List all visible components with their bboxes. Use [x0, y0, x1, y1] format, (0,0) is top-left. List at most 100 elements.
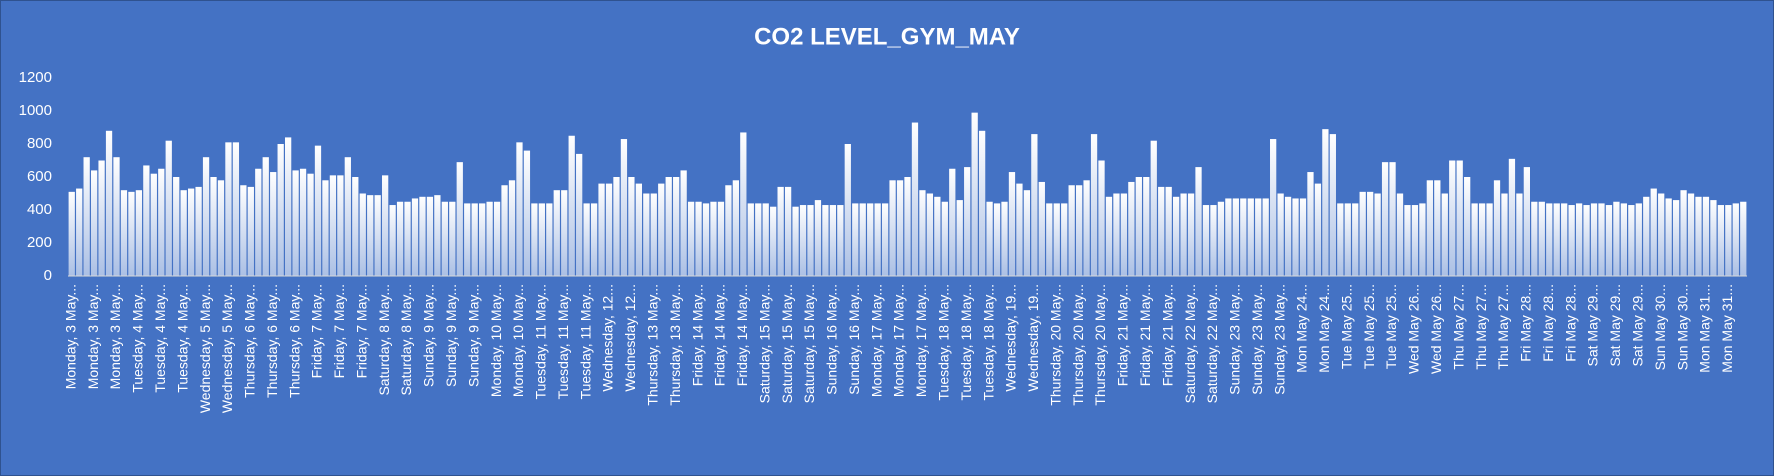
bar [1695, 196, 1702, 276]
bar [337, 175, 344, 276]
bar [1501, 193, 1508, 276]
bar [725, 185, 732, 276]
x-tick-label: Monday, 17 May... [891, 284, 907, 397]
x-tick-label: Fri May 28... [1540, 284, 1556, 362]
bar [829, 205, 837, 276]
bar [1456, 160, 1463, 276]
x-tick-label: Sat May 29... [1630, 284, 1646, 366]
bar [143, 165, 150, 276]
bar [441, 201, 448, 276]
bar [1628, 205, 1635, 276]
bar [367, 195, 374, 276]
bar [1113, 193, 1120, 276]
bar [382, 175, 389, 276]
bar [822, 205, 829, 276]
bar [98, 160, 105, 276]
bar [784, 186, 792, 276]
x-tick-label: Saturday, 15 May... [801, 284, 817, 403]
x-tick-label: Monday, 17 May... [868, 284, 884, 397]
y-tick-label: 0 [44, 267, 52, 284]
x-tick-label: Monday, 17 May... [913, 284, 929, 397]
x-tick-label: Sunday, 23 May... [1249, 284, 1265, 395]
bar [105, 130, 113, 276]
bar [299, 168, 307, 276]
bar [292, 170, 299, 276]
bar [202, 157, 210, 276]
bar [1732, 203, 1739, 276]
bar [635, 183, 642, 276]
bar [1672, 200, 1680, 276]
bar [1396, 193, 1404, 276]
bar [225, 142, 232, 276]
bar [277, 144, 284, 276]
bar [934, 196, 941, 276]
bar [1538, 201, 1545, 276]
bar [217, 180, 225, 276]
bar [1284, 196, 1292, 276]
x-tick-label: Tue May 25... [1338, 284, 1354, 369]
x-tick-label: Wednesday, 19... [1003, 284, 1019, 392]
bar [262, 157, 269, 276]
x-tick-label: Sun May 30... [1652, 284, 1668, 370]
bar [613, 177, 620, 276]
bar [1471, 203, 1478, 276]
bar [1374, 193, 1381, 276]
bar [344, 157, 351, 276]
bar [1135, 177, 1142, 276]
x-tick-label: Saturday, 15 May... [779, 284, 795, 403]
bar [1635, 203, 1642, 276]
bar [1478, 203, 1486, 276]
bar [673, 177, 680, 276]
x-tick-label: Sat May 29... [1607, 284, 1623, 366]
bar [1665, 198, 1672, 276]
bar [1493, 180, 1501, 276]
bar [867, 203, 874, 276]
bar [501, 185, 508, 276]
bar [1225, 198, 1232, 276]
x-tick-label: Tuesday, 11 May... [555, 284, 571, 399]
x-tick-label: Thursday, 20 May... [1092, 284, 1108, 406]
x-tick-label: Tuesday, 4 May... [130, 284, 146, 393]
x-tick-label: Thursday, 6 May... [264, 284, 280, 398]
x-tick-label: Sunday, 23 May... [1227, 284, 1243, 395]
x-tick-label: Wed May 26... [1428, 284, 1444, 374]
bar [1046, 203, 1053, 276]
bar [1590, 203, 1598, 276]
bar [255, 168, 262, 276]
bar [926, 193, 934, 276]
x-tick-label: Friday, 14 May... [689, 284, 705, 386]
bar [464, 203, 471, 276]
bar [702, 203, 710, 276]
x-tick-label: Monday, 3 May... [107, 284, 123, 389]
bar [240, 185, 247, 276]
bar [740, 132, 747, 276]
bar [1643, 196, 1650, 276]
bar [1270, 139, 1277, 276]
x-tick-label: Wednesday, 12... [600, 284, 616, 392]
bar [1240, 198, 1247, 276]
bar [471, 203, 478, 276]
bar [195, 186, 202, 276]
bar [956, 200, 963, 276]
bar [329, 175, 337, 276]
bar [1359, 191, 1366, 276]
x-tick-label: Sunday, 9 May... [421, 284, 437, 387]
bar [1292, 198, 1299, 276]
x-tick-label: Sat May 29... [1585, 284, 1601, 366]
bar [1389, 162, 1396, 276]
bar [568, 135, 575, 276]
bar [120, 190, 128, 276]
bar [1187, 193, 1195, 276]
x-tick-label: Monday, 3 May... [85, 284, 101, 389]
x-tick-label: Sunday, 23 May... [1271, 284, 1287, 395]
bar [1568, 205, 1575, 276]
bar [1344, 203, 1351, 276]
bar [1352, 203, 1359, 276]
x-tick-label: Friday, 21 May... [1137, 284, 1153, 386]
bar [1680, 190, 1687, 276]
bar [1650, 188, 1657, 276]
bar [583, 203, 590, 276]
bar [68, 191, 75, 276]
bar [620, 139, 628, 276]
x-tick-label: Mon May 31... [1719, 284, 1735, 373]
